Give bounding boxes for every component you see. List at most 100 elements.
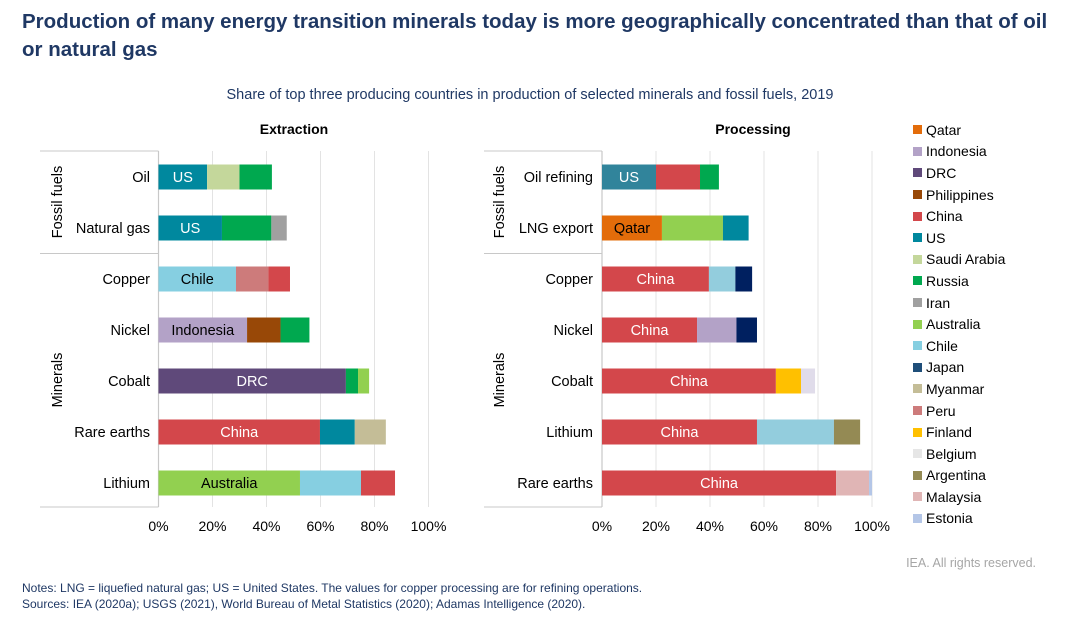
legend-label: Indonesia <box>926 143 987 160</box>
legend-label: Myanmar <box>926 380 985 397</box>
category-label: Oil refining <box>524 170 593 186</box>
category-label: Lithium <box>103 476 150 492</box>
legend-swatch <box>913 190 922 200</box>
legend-label: Chile <box>926 337 958 354</box>
category-label: Natural gas <box>76 221 150 237</box>
legend-item: Russia <box>913 270 1005 292</box>
bar-segment <box>221 215 272 241</box>
legend-item: China <box>913 205 1005 227</box>
bar-segment <box>735 266 753 292</box>
category-label: Rare earths <box>517 476 593 492</box>
bar-segment <box>602 266 709 292</box>
bar-segment <box>239 164 272 190</box>
bar-segment <box>602 317 698 343</box>
data-label: US <box>180 221 200 237</box>
legend-label: US <box>926 229 946 246</box>
x-tick-label: 20% <box>198 518 226 534</box>
data-label: Qatar <box>614 221 650 237</box>
legend-item: Belgium <box>913 443 1005 465</box>
bar-segment <box>319 419 355 445</box>
data-label: China <box>670 374 709 390</box>
page-title: Production of many energy transition min… <box>22 10 1048 61</box>
category-label: Cobalt <box>551 374 593 390</box>
bar-segment <box>268 266 290 292</box>
category-label: Oil <box>132 170 150 186</box>
legend-swatch <box>913 470 922 480</box>
legend-swatch <box>913 168 922 178</box>
bar-segment <box>708 266 736 292</box>
legend-label: Russia <box>926 272 969 289</box>
bar-segment <box>736 317 757 343</box>
category-label: Lithium <box>546 425 593 441</box>
legend-swatch <box>913 406 922 416</box>
data-label: China <box>220 425 259 441</box>
bar-segment <box>602 419 757 445</box>
legend-swatch <box>913 513 922 523</box>
legend-label: Finland <box>926 424 972 441</box>
legend-swatch <box>913 146 922 156</box>
legend-swatch <box>913 362 922 372</box>
bar-segment <box>700 164 719 190</box>
group-label: Fossil fuels <box>492 166 508 239</box>
legend-swatch <box>913 125 922 135</box>
legend-label: Argentina <box>926 467 986 484</box>
x-tick-label: 80% <box>804 518 832 534</box>
category-label: Copper <box>545 272 593 288</box>
bar-segment <box>345 368 359 394</box>
data-label: Australia <box>201 476 258 492</box>
legend-swatch <box>913 341 922 351</box>
x-tick-label: 0% <box>592 518 612 534</box>
legend-swatch <box>913 298 922 308</box>
bar-segment <box>722 215 749 241</box>
x-tick-label: 80% <box>360 518 388 534</box>
category-label: Rare earths <box>74 425 150 441</box>
data-label: China <box>631 323 670 339</box>
chart-panel-processing: Processing 0% 20% 40% 60% 80% 100% Fossil fuels… <box>484 121 890 534</box>
legend-item: Iran <box>913 292 1005 314</box>
legend-item: Qatar <box>913 119 1005 141</box>
bar-segment <box>358 368 370 394</box>
legend-item: Myanmar <box>913 378 1005 400</box>
legend-item: Finland <box>913 421 1005 443</box>
bar-segment <box>869 470 872 496</box>
legend-swatch <box>913 233 922 243</box>
bar-segment <box>602 470 837 496</box>
x-tick-label: 40% <box>252 518 280 534</box>
legend-label: Iran <box>926 294 951 311</box>
legend-swatch <box>913 211 922 221</box>
bar-segment <box>833 419 861 445</box>
bar-segment <box>661 215 723 241</box>
legend-label: Malaysia <box>926 488 982 505</box>
bar-segment <box>280 317 310 343</box>
data-label: US <box>619 170 639 186</box>
data-label: China <box>661 425 700 441</box>
group-label: Minerals <box>50 353 66 408</box>
legend-item: Estonia <box>913 508 1005 530</box>
legend-swatch <box>913 427 922 437</box>
bar-segment <box>361 470 396 496</box>
legend-label: Japan <box>926 359 965 376</box>
legend-item: Australia <box>913 313 1005 335</box>
legend-swatch <box>913 384 922 394</box>
legend-label: Belgium <box>926 445 977 462</box>
legend-label: Estonia <box>926 510 973 527</box>
legend-label: DRC <box>926 164 957 181</box>
category-label: Cobalt <box>108 374 150 390</box>
data-label: China <box>700 476 739 492</box>
group-label: Fossil fuels <box>50 166 66 239</box>
legend-item: Saudi Arabia <box>913 249 1005 271</box>
bar-segment <box>247 317 281 343</box>
legend-swatch <box>913 254 922 264</box>
legend-label: China <box>926 208 963 225</box>
legend-item: Philippines <box>913 184 1005 206</box>
bar-segment <box>602 164 656 190</box>
x-tick-label: 100% <box>411 518 447 534</box>
category-label: Nickel <box>554 323 593 339</box>
data-label: China <box>637 272 676 288</box>
legend-item: Argentina <box>913 465 1005 487</box>
notes-block: Notes: LNG = liquefied natural gas; US =… <box>22 580 642 612</box>
bar-segment <box>354 419 386 445</box>
bar-segment <box>158 470 300 496</box>
bar-segment <box>271 215 287 241</box>
